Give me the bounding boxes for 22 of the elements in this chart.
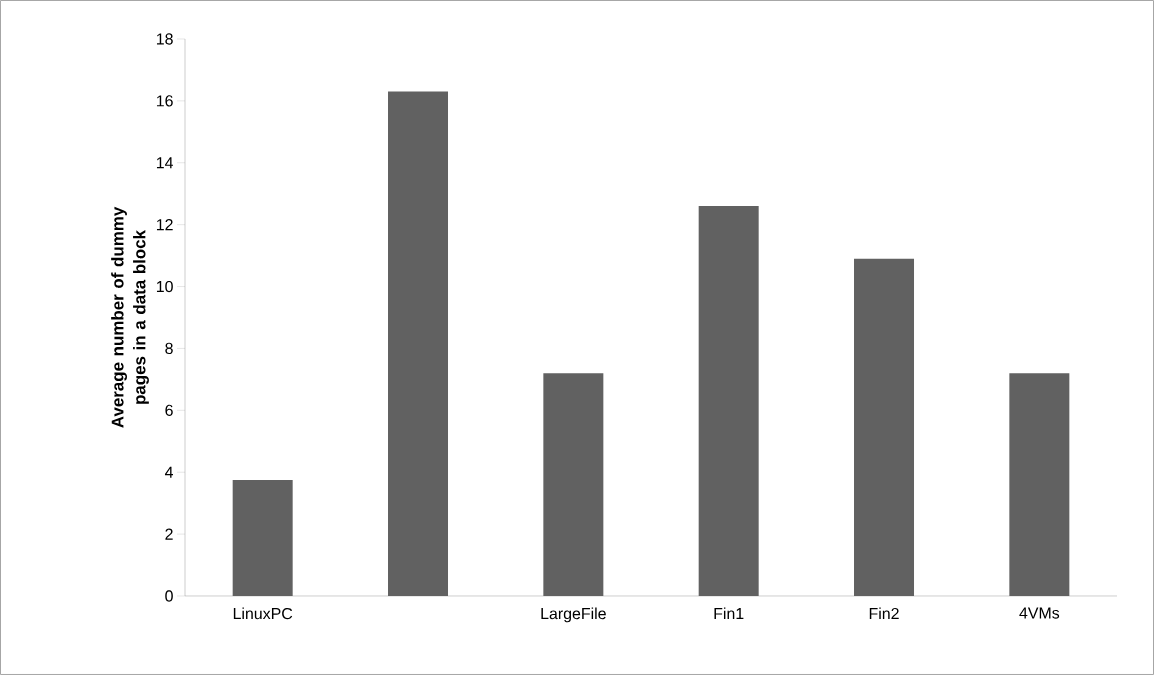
bar: [232, 479, 293, 596]
y-tick-label: 8: [165, 342, 173, 355]
y-axis-title: Average number of dummy pages in a data block: [111, 206, 149, 428]
y-tick-label: 2: [165, 528, 173, 540]
bar: [854, 258, 915, 596]
y-tick-label: 10: [156, 280, 173, 293]
y-tick-label: 4: [164, 466, 174, 478]
y-tick-label: 12: [156, 219, 173, 231]
y-tick-label: 18: [156, 33, 173, 45]
y-tick-label: 14: [156, 157, 174, 169]
bar: [543, 373, 604, 596]
y-tick-label: 16: [156, 95, 173, 107]
bar: [698, 206, 759, 596]
x-tick-label: LinuxPC: [233, 607, 293, 620]
x-tick-label: 4VMs: [1019, 607, 1060, 619]
bar: [388, 91, 449, 596]
y-tick-label: 6: [165, 404, 173, 416]
x-tick-label: Fin1: [714, 607, 744, 620]
x-tick-label: LargeFile: [541, 607, 606, 623]
x-tick-label: Fin2: [869, 607, 899, 620]
bar: [1009, 373, 1070, 596]
y-tick-label: 0: [165, 590, 173, 602]
